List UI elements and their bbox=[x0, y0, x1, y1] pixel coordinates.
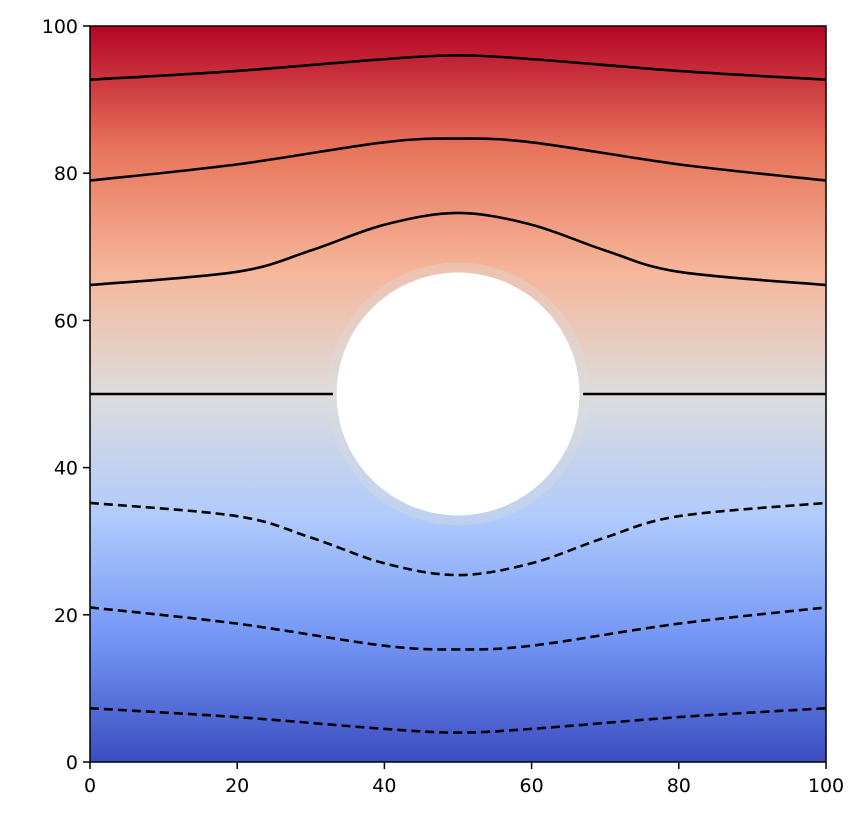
y-tick-label: 100 bbox=[42, 16, 78, 38]
plot-area bbox=[90, 26, 826, 762]
contour-line-3 bbox=[90, 501, 826, 577]
contour-line-6 bbox=[90, 211, 826, 287]
y-axis: 0 20 40 60 80 100 bbox=[42, 16, 90, 774]
y-tick-label: 0 bbox=[66, 752, 78, 774]
plot-frame bbox=[89, 25, 827, 763]
x-tick-label: 40 bbox=[372, 775, 396, 797]
y-tick-label: 40 bbox=[54, 458, 78, 480]
contour-line-7 bbox=[90, 137, 826, 182]
x-axis: 0 20 40 60 80 100 bbox=[84, 762, 844, 797]
y-tick-label: 20 bbox=[54, 605, 78, 627]
contour-lines bbox=[90, 54, 826, 734]
contour-line-1 bbox=[90, 706, 826, 734]
obstacle-circle bbox=[336, 272, 580, 516]
x-tick-label: 20 bbox=[225, 775, 249, 797]
y-tick-label: 60 bbox=[54, 310, 78, 332]
y-tick-label: 80 bbox=[54, 163, 78, 185]
contour-line-2 bbox=[90, 606, 826, 651]
x-tick-label: 80 bbox=[667, 775, 691, 797]
contour-line-8 bbox=[90, 54, 826, 82]
x-tick-label: 0 bbox=[84, 775, 96, 797]
x-tick-label: 60 bbox=[520, 775, 544, 797]
x-tick-label: 100 bbox=[808, 775, 844, 797]
